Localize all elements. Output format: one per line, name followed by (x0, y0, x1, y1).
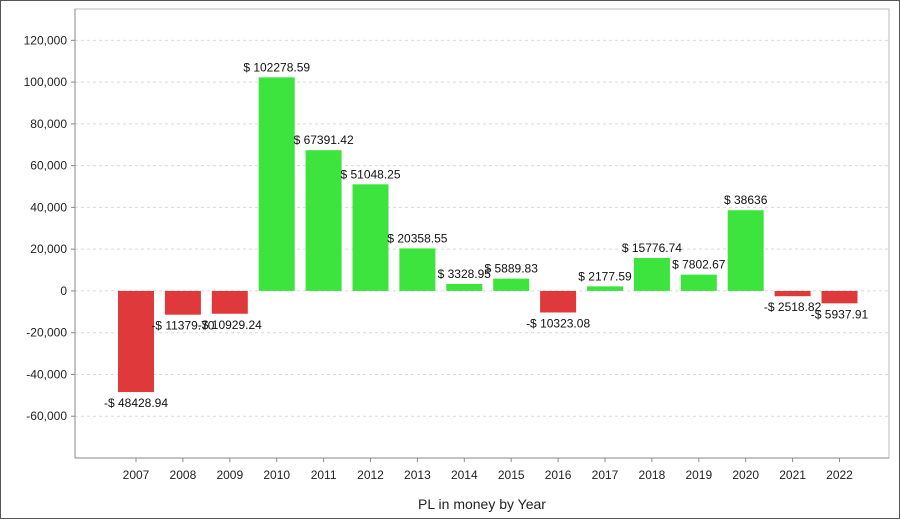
plot-area-border (74, 8, 890, 459)
bar (727, 210, 764, 291)
y-tick-label: 100,000 (24, 75, 68, 89)
x-tick-label: 2019 (685, 468, 712, 482)
bar (352, 184, 389, 291)
gridlines (74, 8, 890, 459)
data-label: -$ 5937.91 (811, 307, 869, 321)
x-axis-ticks: 2007 2008 2009 2010 2011 2012 2013 2014 2015 2016… (123, 458, 853, 482)
x-tick-label: 2020 (732, 468, 759, 482)
y-tick-label: 60,000 (30, 159, 67, 173)
y-tick-label: 80,000 (30, 117, 67, 131)
x-tick-label: 2017 (592, 468, 619, 482)
y-tick-label: 0 (60, 284, 67, 298)
data-labels: -$ 48428.94 -$ 11379.70-$ 10929.24 $ 10227… (104, 60, 869, 410)
bar (305, 150, 342, 291)
bar (587, 286, 623, 291)
data-label: $ 20358.55 (387, 231, 447, 245)
y-tick-label: -40,000 (26, 367, 67, 381)
y-tick-label: 20,000 (30, 242, 67, 256)
y-tick-label: -20,000 (26, 326, 67, 340)
y-tick-label: -60,000 (26, 409, 67, 423)
data-label: $ 7802.67 (672, 258, 726, 272)
data-label: $ 3328.95 (438, 267, 492, 281)
x-tick-label: 2009 (216, 468, 243, 482)
bars (118, 77, 858, 393)
data-label: $ 5889.83 (485, 262, 539, 276)
bar (258, 77, 295, 291)
y-axis-ticks: 120,000 100,000 80,000 60,000 40,000 20,000 0 -… (24, 33, 75, 423)
data-label: $ 67391.42 (294, 133, 354, 147)
data-label: -$ 48428.94 (104, 396, 168, 410)
bar (211, 290, 248, 314)
bar (493, 278, 530, 291)
x-tick-label: 2012 (357, 468, 384, 482)
x-tick-label: 2015 (498, 468, 525, 482)
x-tick-label: 2021 (779, 468, 806, 482)
data-label: -$ 2518.82 (764, 300, 822, 314)
data-label: $ 51048.25 (340, 167, 400, 181)
bar (633, 257, 670, 291)
bar (164, 290, 201, 315)
data-label: -$ 10929.24 (198, 318, 262, 332)
data-label: $ 38636 (724, 193, 768, 207)
bar (680, 274, 717, 291)
bar (540, 290, 577, 313)
data-label: -$ 11379.70 (151, 319, 214, 333)
data-label: $ 15776.74 (622, 241, 682, 255)
x-tick-label: 2016 (545, 468, 572, 482)
y-tick-label: 120,000 (24, 33, 68, 47)
x-tick-label: 2018 (639, 468, 666, 482)
x-tick-label: 2011 (311, 468, 337, 482)
x-tick-label: 2007 (123, 468, 150, 482)
x-tick-label: 2022 (826, 468, 853, 482)
bar (821, 290, 858, 304)
data-label: $ 2177.59 (578, 269, 632, 283)
x-tick-label: 2014 (451, 468, 478, 482)
x-axis-title: PL in money by Year (418, 496, 546, 512)
data-label: $ 102278.59 (243, 60, 310, 74)
bar (774, 290, 811, 297)
bar (399, 248, 436, 291)
x-tick-label: 2013 (404, 468, 431, 482)
x-tick-label: 2010 (263, 468, 290, 482)
data-label: -$ 10323.08 (526, 316, 590, 330)
y-tick-label: 40,000 (30, 200, 67, 214)
x-tick-label: 2008 (170, 468, 197, 482)
bar (446, 283, 483, 291)
bar (118, 290, 154, 393)
